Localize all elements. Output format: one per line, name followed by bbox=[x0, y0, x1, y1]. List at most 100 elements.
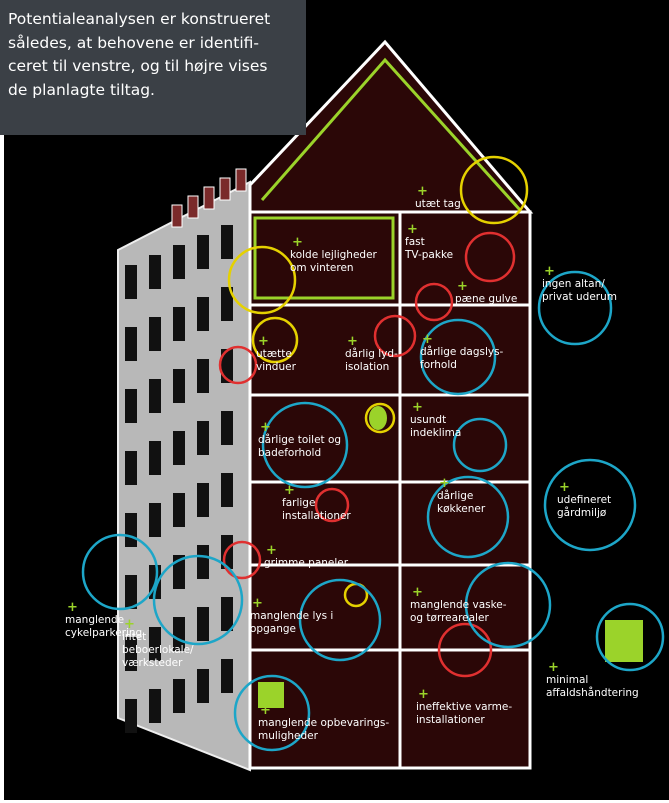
item bbox=[369, 406, 387, 430]
need-label: affaldshåndtering bbox=[546, 686, 639, 699]
window bbox=[173, 679, 185, 713]
need-label: dårlig lyd- bbox=[345, 347, 398, 360]
need-label: intet bbox=[122, 631, 146, 643]
caption-line: således, at behovene er identifi- bbox=[8, 32, 298, 56]
need-label: pæne gulve bbox=[455, 293, 517, 305]
window bbox=[221, 659, 233, 693]
plus: + bbox=[422, 332, 433, 347]
dormer bbox=[204, 187, 214, 209]
window bbox=[197, 545, 209, 579]
need-label: kolde lejligheder bbox=[290, 249, 378, 261]
window bbox=[173, 493, 185, 527]
item bbox=[605, 620, 643, 662]
plus: + bbox=[258, 334, 269, 349]
plus: + bbox=[252, 596, 263, 611]
need-label: installationer bbox=[282, 510, 351, 522]
plus: + bbox=[412, 400, 423, 415]
plus: + bbox=[407, 222, 418, 237]
need-label: om vinteren bbox=[290, 262, 354, 274]
plus: + bbox=[124, 617, 135, 632]
dormer bbox=[220, 178, 230, 200]
window bbox=[125, 327, 137, 361]
plus: + bbox=[412, 585, 423, 600]
window bbox=[173, 307, 185, 341]
window bbox=[197, 359, 209, 393]
need-label: dårlige dagslys- bbox=[420, 345, 504, 358]
window bbox=[173, 369, 185, 403]
need-label: vinduer bbox=[256, 361, 297, 373]
need-label: indeklima bbox=[410, 427, 461, 439]
plus: + bbox=[417, 184, 428, 199]
need-label: manglende vaske- bbox=[410, 599, 507, 611]
need-label: opgange bbox=[250, 623, 296, 635]
dormer bbox=[188, 196, 198, 218]
window bbox=[149, 255, 161, 289]
caption-line: de planlagte tiltag. bbox=[8, 79, 298, 103]
need-label: TV-pakke bbox=[404, 249, 453, 261]
need-label: utætte bbox=[256, 348, 292, 360]
need-label: forhold bbox=[420, 359, 457, 371]
need-label: beboerlokale/ bbox=[122, 644, 194, 656]
window bbox=[125, 265, 137, 299]
window bbox=[125, 389, 137, 423]
plus: + bbox=[418, 687, 429, 702]
need-label: værksteder bbox=[122, 657, 183, 669]
window bbox=[149, 317, 161, 351]
window bbox=[173, 431, 185, 465]
need-label: køkkener bbox=[437, 503, 486, 515]
window bbox=[221, 473, 233, 507]
window bbox=[125, 451, 137, 485]
caption-line: ceret til venstre, og til højre vises bbox=[8, 55, 298, 79]
window bbox=[197, 483, 209, 517]
window bbox=[197, 421, 209, 455]
need-label: utæt tag bbox=[415, 198, 461, 210]
window bbox=[125, 513, 137, 547]
need-label: manglende lys i bbox=[250, 610, 333, 622]
need-label: muligheder bbox=[258, 730, 319, 742]
need-label: minimal bbox=[546, 674, 588, 686]
window bbox=[221, 411, 233, 445]
need-label: udefineret bbox=[557, 494, 611, 506]
window bbox=[149, 689, 161, 723]
plus: + bbox=[67, 600, 78, 615]
plus: + bbox=[260, 420, 271, 435]
need-label: gårdmiljø bbox=[557, 506, 607, 519]
need-label: badeforhold bbox=[258, 447, 321, 459]
plus: + bbox=[559, 480, 570, 495]
plus: + bbox=[260, 703, 271, 718]
window bbox=[197, 235, 209, 269]
plus: + bbox=[439, 476, 450, 491]
dormer bbox=[172, 205, 182, 227]
need-label: grimme paneler bbox=[264, 557, 349, 569]
need-label: ingen altan/ bbox=[542, 278, 605, 290]
need-label: dårlige bbox=[437, 489, 473, 502]
need-label: manglende bbox=[65, 614, 124, 626]
window bbox=[221, 225, 233, 259]
window bbox=[221, 597, 233, 631]
need-label: installationer bbox=[416, 714, 485, 726]
plus: + bbox=[544, 264, 555, 279]
need-label: farlige bbox=[282, 497, 315, 509]
window bbox=[197, 607, 209, 641]
plus: + bbox=[548, 660, 559, 675]
window bbox=[197, 297, 209, 331]
window bbox=[149, 503, 161, 537]
need-label: isolation bbox=[345, 361, 389, 373]
window bbox=[149, 441, 161, 475]
plus: + bbox=[457, 279, 468, 294]
window bbox=[125, 575, 137, 609]
need-label: usundt bbox=[410, 414, 446, 426]
dormer bbox=[236, 169, 246, 191]
need-label: fast bbox=[405, 236, 425, 248]
caption-line: Potentialeanalysen er konstrueret bbox=[8, 8, 298, 32]
need-label: dårlige toilet og bbox=[258, 433, 341, 446]
need-label: ineffektive varme- bbox=[416, 701, 512, 713]
window bbox=[173, 245, 185, 279]
plus: + bbox=[284, 483, 295, 498]
window bbox=[149, 379, 161, 413]
plus: + bbox=[347, 334, 358, 349]
plus: + bbox=[292, 235, 303, 250]
screenshot: +utæt tag+kolde lejlighederom vinteren+f… bbox=[0, 0, 669, 803]
window bbox=[125, 699, 137, 733]
